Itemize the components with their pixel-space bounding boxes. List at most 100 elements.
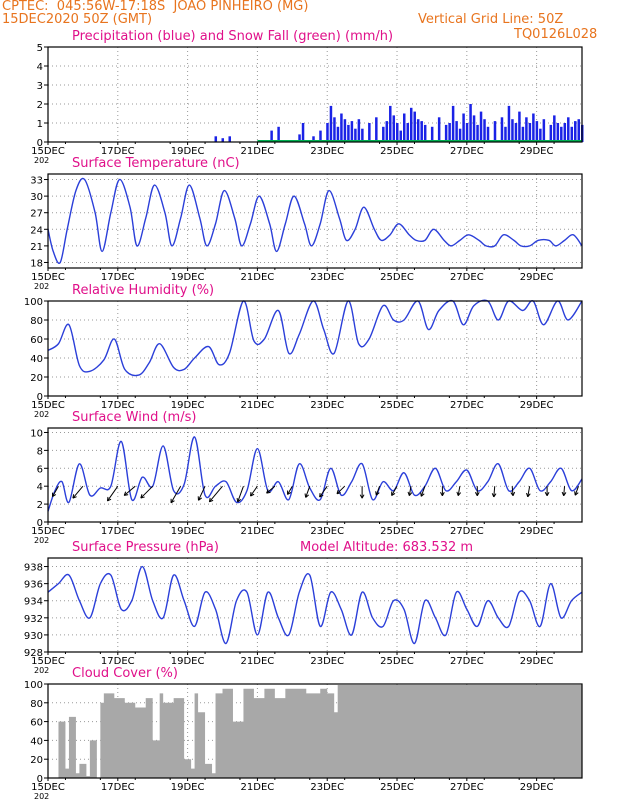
wind-arrow-head [563,492,567,497]
wind-arrow-head [510,492,514,497]
wind-arrow [526,486,531,498]
precip-bar [343,119,347,142]
temp-frame [47,173,583,269]
wind-arrow [420,486,426,497]
rh-xtick-label: 15DEC [31,400,65,411]
precip-bar [406,123,409,142]
cloud-xtick-label: 23DEC [310,782,344,793]
press-xtick-label: 17DEC [101,656,135,667]
wind-arrow [544,486,550,497]
precip-bar [420,121,423,142]
wind-arrow [391,485,398,496]
wind-arrow-head [407,491,410,496]
temp-panel [44,173,583,271]
wind-arrow [123,485,136,496]
wind-arrow-shaft [237,486,244,503]
precip-bar [462,113,465,142]
wind-arrow-head [440,492,443,497]
cloud-title: Cloud Cover (%) [72,666,178,681]
wind-arrow-head [72,494,75,499]
wind-arrow-shaft [305,486,311,498]
precip-bar [483,119,486,142]
wind-arrow-shaft [72,485,84,499]
precip-bar [567,117,570,142]
precip-bar [486,126,490,142]
precip-title: Precipitation (blue) and Snow Fall (gree… [72,29,394,44]
precip-bar [511,119,514,142]
precip-bar [319,130,322,142]
precip-bar [336,126,340,142]
wind-xtick-label: 29DEC [520,526,554,537]
precip-year-label: 202 [34,156,49,165]
wind-arrow-head [457,492,462,496]
precip-bar [437,117,441,142]
precip-bar [270,130,273,142]
temp-ytick-label: 30 [30,192,43,203]
wind-arrow [407,486,413,496]
wind-arrow-head [361,494,365,499]
wind-xtick-label: 23DEC [310,526,344,537]
precip-bar [560,126,563,142]
wind-arrow-shaft [563,486,566,496]
wind-arrow-head [408,492,413,496]
press-xtick-label: 23DEC [310,656,344,667]
precip-bar [455,121,458,142]
wind-arrow-head [359,494,363,499]
rh-ytick-label: 80 [30,316,43,327]
precip-ytick-label: 5 [37,43,43,54]
wind-xtick-label: 17DEC [101,526,135,537]
wind-arrow [561,486,567,497]
wind-arrow-head [375,492,380,496]
wind-year-label: 202 [34,536,49,545]
wind-arrow-shaft [319,485,328,498]
precip-bar [333,117,336,142]
precip-bar [469,104,472,142]
cloud-ytick-label: 0 [37,774,43,785]
rh-xtick-label: 29DEC [520,400,554,411]
wind-xtick-label: 25DEC [380,526,414,537]
temp-ytick-label: 33 [30,176,43,187]
rh-year-label: 202 [34,410,49,419]
rh-xtick-label: 25DEC [380,400,414,411]
wind-arrow-head [140,496,145,499]
wind-arrow-head [391,493,396,496]
station-header: CPTEC: 045:56W-17:18S JOAO PINHEIRO (MG) [2,0,309,14]
wind-arrow-head [72,496,77,499]
temp-year-label: 202 [34,282,49,291]
wind-arrow-shaft [511,486,514,496]
wind-ytick-label: 10 [30,428,43,439]
wind-arrow-head [441,492,445,497]
temp-ytick-label: 21 [30,242,43,253]
cloud-xtick-label: 15DEC [31,782,65,793]
temp-title: Surface Temperature (nC) [72,156,240,171]
precip-bar [430,126,434,142]
wind-arrow-head [456,491,459,496]
wind-arrow [236,486,244,503]
precip-bar [556,123,560,142]
wind-arrow-head [170,500,175,504]
wind-ytick-label: 8 [37,446,43,457]
rh-frame [47,300,583,397]
wind-arrow-head [237,498,242,503]
wind-arrow-shaft [408,486,412,496]
wind-arrow-head [266,491,271,494]
wind-xtick-label: 15DEC [31,526,65,537]
temp-series-line [47,177,583,264]
cloud-cover-area [48,684,582,778]
precip-bar [392,115,396,142]
rh-xtick-label: 27DEC [450,400,484,411]
wind-arrow-shaft [287,485,293,495]
wind-arrow [359,486,365,499]
run-date: 15DEC2020 50Z (GMT) [2,12,153,27]
wind-arrow-head [420,493,425,497]
precip-panel [44,46,584,145]
press-xtick-label: 27DEC [450,656,484,667]
wind-ytick-label: 6 [37,464,43,475]
wind-arrow-head [52,494,57,498]
wind-arrow [336,485,346,495]
precip-bar [361,128,364,142]
precip-bar [542,119,546,142]
wind-arrow-head [493,493,497,498]
precip-bar [350,121,354,142]
wind-title: Surface Wind (m/s) [72,410,197,425]
